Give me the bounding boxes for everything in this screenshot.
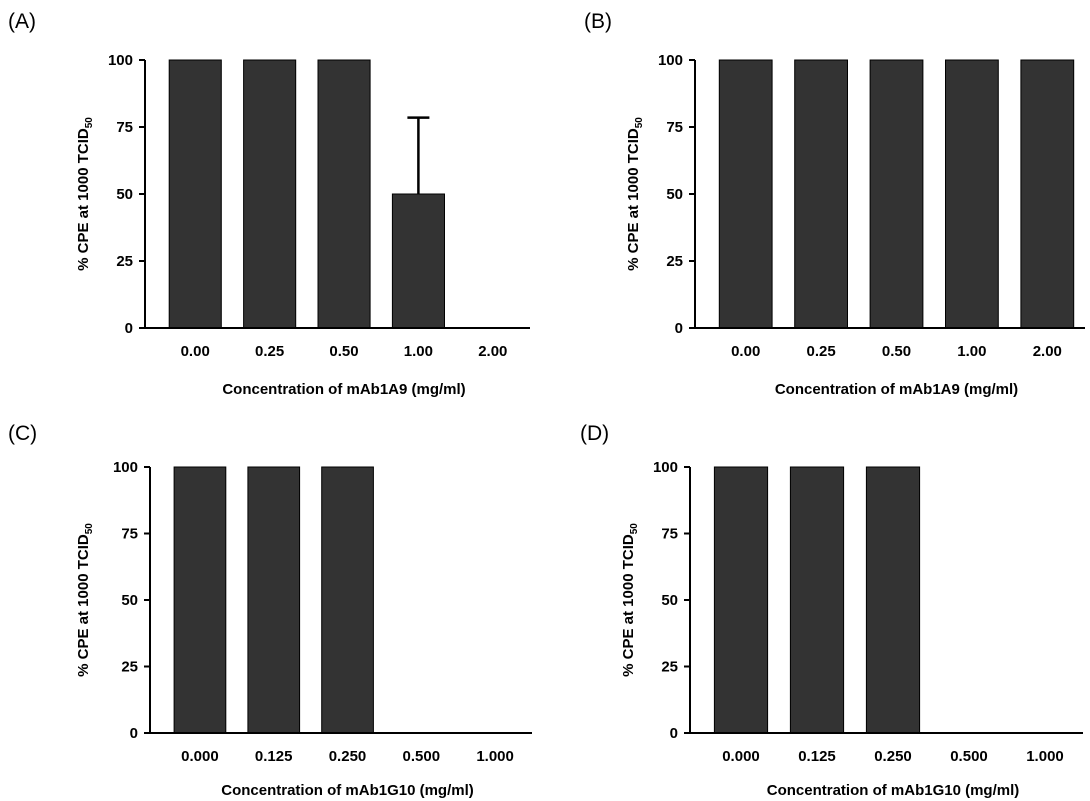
panel-b-bar-4 [1020, 59, 1075, 329]
panel-d-ytick-2: 50 [661, 592, 678, 609]
panel-a-ytick-4: 100 [108, 52, 133, 69]
panel-b-xtick-2: 0.50 [882, 343, 911, 360]
panel-a-xtick-3: 1.00 [404, 343, 433, 360]
panel-a-y-axis-title-subscript: 50 [84, 117, 95, 129]
panel-b-y-axis-title-subscript: 50 [634, 117, 645, 129]
panel-d-y-axis-title: % CPE at 1000 TCID50 [620, 523, 640, 677]
panel-c-ytick-1: 25 [121, 659, 138, 676]
panel-c-xtick-1: 0.125 [255, 748, 293, 765]
panel-d-bar-2 [865, 466, 921, 734]
panel-b-xtick-0: 0.00 [731, 343, 760, 360]
panel-c-ytick-3: 75 [121, 526, 138, 543]
panel-b-ytick-2: 50 [666, 186, 683, 203]
panel-c-ytick-4: 100 [113, 459, 138, 476]
panel-b-ytick-3: 75 [666, 119, 683, 136]
panel-a-y-axis-title-main: % CPE at 1000 TCID [75, 128, 92, 271]
panel-c-xtick-2: 0.250 [329, 748, 367, 765]
panel-c-ytick-2: 50 [121, 592, 138, 609]
panel-d-ytick-1: 25 [661, 659, 678, 676]
panel-d-ytick-4: 100 [653, 459, 678, 476]
panel-d-ytick-0: 0 [670, 725, 678, 742]
panel-b-xtick-1: 0.25 [806, 343, 835, 360]
panel-d-x-axis-title: Concentration of mAb1G10 (mg/ml) [767, 782, 1020, 799]
panel-b-bar-2 [869, 59, 924, 329]
panel-a-bar-2 [317, 59, 371, 329]
panel-d-label: (D) [580, 422, 609, 445]
panel-a-xtick-4: 2.00 [478, 343, 507, 360]
panel-b-ytick-0: 0 [675, 320, 683, 337]
panel-b-ytick-4: 100 [658, 52, 683, 69]
panel-c-x-axis-title: Concentration of mAb1G10 (mg/ml) [221, 782, 474, 799]
panel-a-bar-1 [243, 59, 297, 329]
panel-a-bar-3 [391, 193, 445, 329]
panel-c-y-axis-title-subscript: 50 [84, 523, 95, 535]
panel-c-bar-1 [247, 466, 301, 734]
panel-a-y-axis-title: % CPE at 1000 TCID50 [75, 117, 95, 271]
panel-b-bar-0 [718, 59, 773, 329]
panel-a-x-axis-title: Concentration of mAb1A9 (mg/ml) [222, 381, 465, 398]
panel-b-ytick-1: 25 [666, 253, 683, 270]
panel-c-xtick-4: 1.000 [476, 748, 514, 765]
panel-b-label: (B) [584, 10, 612, 33]
panel-c-bar-0 [173, 466, 227, 734]
panel-a-label: (A) [8, 10, 36, 33]
panel-b-y-axis-title: % CPE at 1000 TCID50 [625, 117, 645, 271]
panel-c-y-axis-title: % CPE at 1000 TCID50 [75, 523, 95, 677]
panel-b-y-axis-title-main: % CPE at 1000 TCID [625, 128, 642, 271]
panel-d-xtick-4: 1.000 [1026, 748, 1064, 765]
panel-a-ytick-0: 0 [125, 320, 133, 337]
panel-c-y-axis-title-main: % CPE at 1000 TCID [75, 534, 92, 677]
panel-b-x-axis-title: Concentration of mAb1A9 (mg/ml) [775, 381, 1018, 398]
panel-d-bar-0 [713, 466, 769, 734]
panel-b-xtick-4: 2.00 [1033, 343, 1062, 360]
panel-d-xtick-1: 0.125 [798, 748, 836, 765]
panel-d-xtick-0: 0.000 [722, 748, 760, 765]
panel-a-ytick-1: 25 [116, 253, 133, 270]
panel-a-xtick-1: 0.25 [255, 343, 284, 360]
panel-b-bar-3 [945, 59, 999, 329]
panel-c-label: (C) [8, 422, 37, 445]
panel-d-xtick-2: 0.250 [874, 748, 912, 765]
panel-c-xtick-0: 0.000 [181, 748, 219, 765]
panel-d-ytick-3: 75 [661, 526, 678, 543]
panel-d-y-axis-title-subscript: 50 [629, 523, 640, 535]
panel-c-xtick-3: 0.500 [403, 748, 441, 765]
panel-a-xtick-2: 0.50 [329, 343, 358, 360]
panel-d-bar-1 [789, 466, 845, 734]
panel-c-bar-2 [321, 466, 374, 734]
panel-a-bar-0 [168, 59, 222, 329]
panel-b-xtick-3: 1.00 [957, 343, 986, 360]
panel-a-xtick-0: 0.00 [181, 343, 210, 360]
panel-c-ytick-0: 0 [130, 725, 138, 742]
panel-d-xtick-3: 0.500 [950, 748, 988, 765]
panel-d-y-axis-title-main: % CPE at 1000 TCID [620, 534, 637, 677]
panel-a-ytick-3: 75 [116, 119, 133, 136]
panel-a-ytick-2: 50 [116, 186, 133, 203]
panel-b-bar-1 [794, 59, 849, 329]
